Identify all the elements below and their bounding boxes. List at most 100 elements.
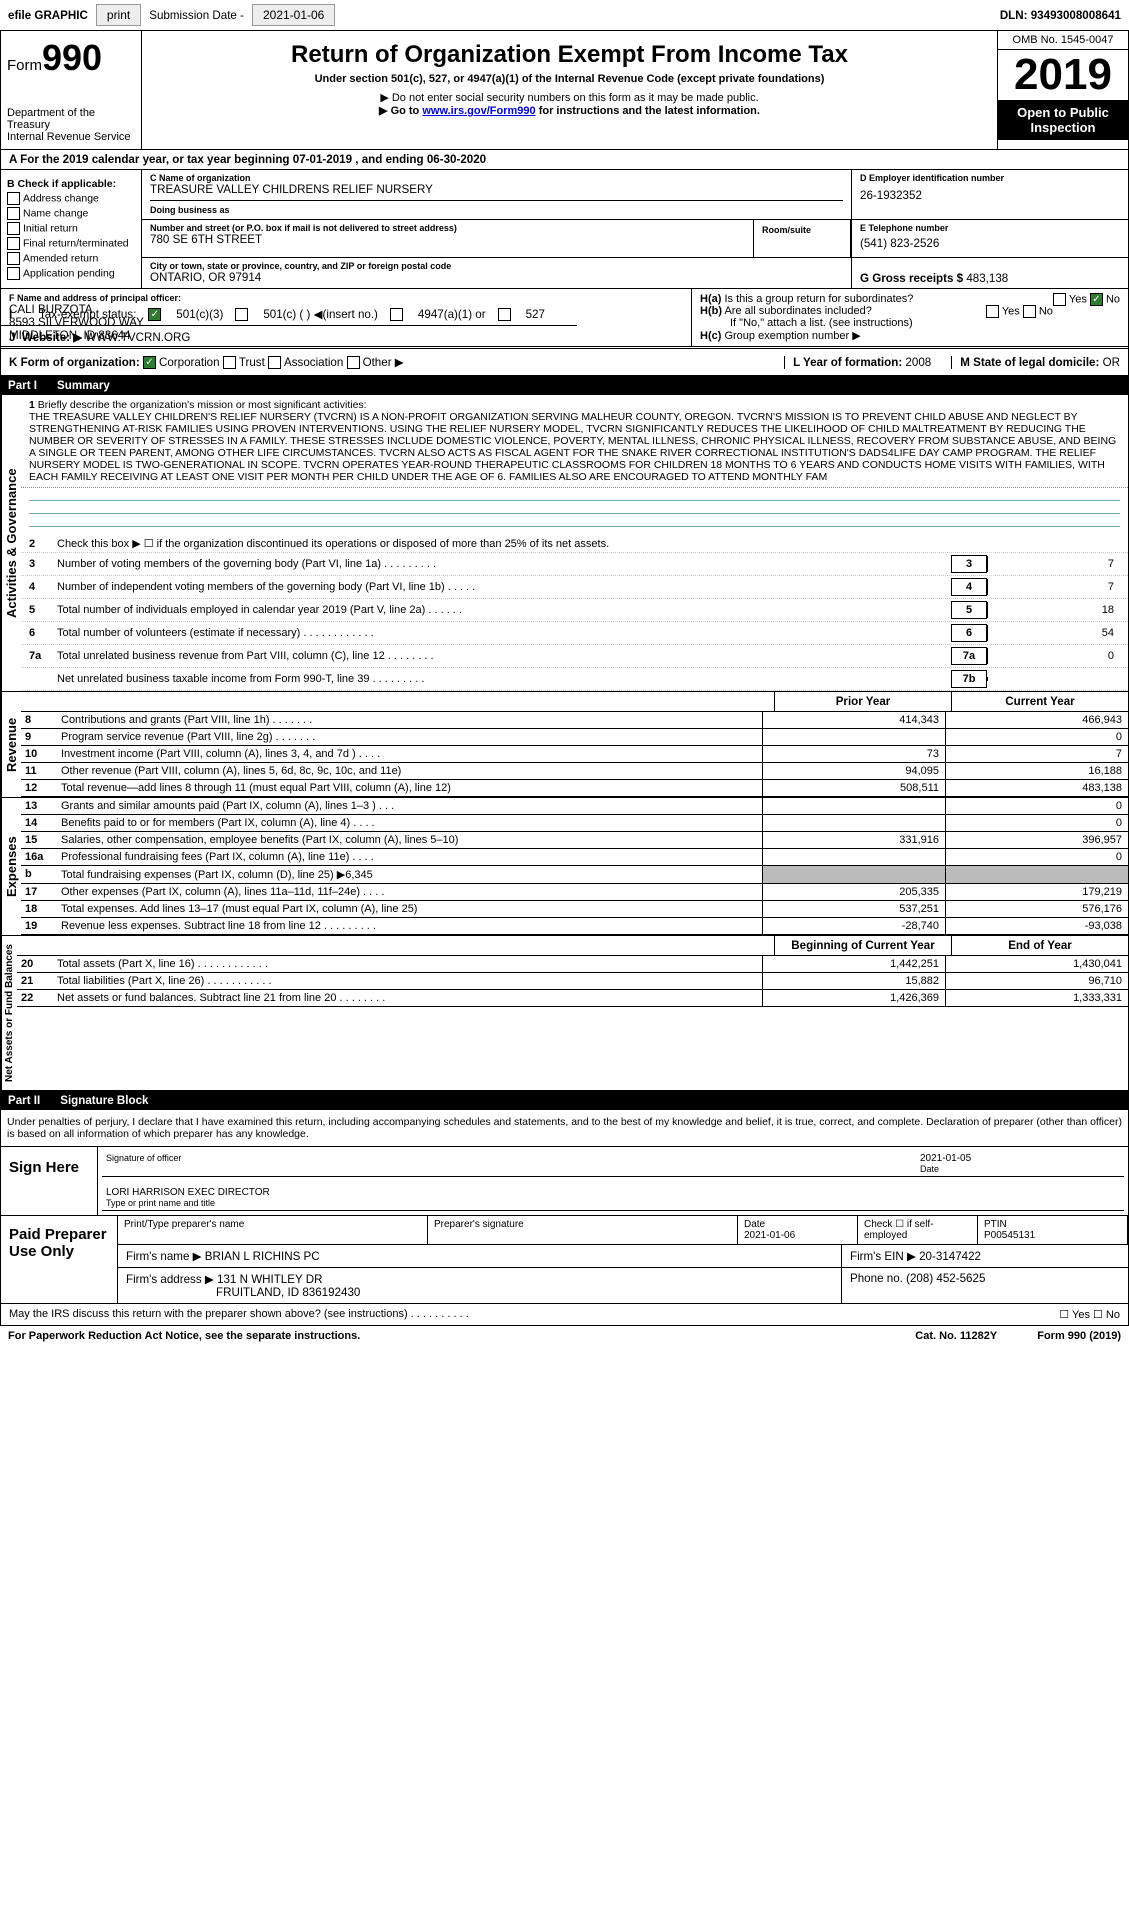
- firm-name: BRIAN L RICHINS PC: [205, 1250, 320, 1263]
- beg-year-header: Beginning of Current Year: [774, 936, 951, 955]
- room-label: Room/suite: [762, 225, 811, 235]
- final-return-checkbox[interactable]: [7, 237, 20, 250]
- k-label: K Form of organization:: [9, 356, 140, 369]
- goto-label: ▶ Go to: [379, 105, 419, 117]
- firm-city: FRUITLAND, ID 836192430: [126, 1286, 360, 1299]
- city-label: City or town, state or province, country…: [150, 261, 843, 271]
- expenses-label: Expenses: [1, 798, 21, 935]
- mission-text: THE TREASURE VALLEY CHILDREN'S RELIEF NU…: [29, 411, 1116, 483]
- city-state-zip: ONTARIO, OR 97914: [150, 271, 843, 284]
- street-address: 780 SE 6TH STREET: [150, 233, 745, 246]
- form-label: Form: [7, 57, 42, 74]
- penalty-statement: Under penalties of perjury, I declare th…: [0, 1110, 1129, 1147]
- form-title: Return of Organization Exempt From Incom…: [148, 41, 991, 69]
- initial-return-checkbox[interactable]: [7, 222, 20, 235]
- corp-checkbox[interactable]: ✓: [143, 356, 156, 369]
- revenue-label: Revenue: [1, 692, 21, 797]
- paid-preparer-label: Paid Preparer Use Only: [1, 1216, 118, 1303]
- hb-yes-checkbox[interactable]: [986, 305, 999, 318]
- app-pending-checkbox[interactable]: [7, 267, 20, 280]
- m-label: M State of legal domicile:: [960, 356, 1099, 369]
- prior-year-header: Prior Year: [774, 692, 951, 711]
- ein-value: 26-1932352: [860, 183, 1120, 208]
- year-begin: 07-01-2019: [293, 153, 352, 166]
- tax-year-row: A For the 2019 calendar year, or tax yea…: [0, 150, 1129, 170]
- dept-label: Department of the Treasury: [7, 107, 135, 131]
- ha-yes-checkbox[interactable]: [1053, 293, 1066, 306]
- year-end: 06-30-2020: [427, 153, 486, 166]
- sign-here-label: Sign Here: [1, 1147, 98, 1215]
- pra-notice: For Paperwork Reduction Act Notice, see …: [8, 1330, 360, 1342]
- activities-governance-label: Activities & Governance: [1, 395, 21, 691]
- line2-text: Check this box ▶ ☐ if the organization d…: [57, 537, 1120, 550]
- other-checkbox[interactable]: [347, 356, 360, 369]
- dln-value: DLN: 93493008008641: [1000, 9, 1121, 22]
- ssn-note: ▶ Do not enter social security numbers o…: [148, 91, 991, 104]
- mission-label: Briefly describe the organization's miss…: [38, 399, 367, 411]
- amended-checkbox[interactable]: [7, 252, 20, 265]
- ha-label: Is this a group return for subordinates?: [724, 293, 913, 305]
- dba-label: Doing business as: [150, 205, 230, 215]
- 527-checkbox[interactable]: [498, 308, 511, 321]
- i-label: Tax-exempt status:: [39, 308, 136, 321]
- inspection-label: Open to Public Inspection: [998, 100, 1128, 140]
- hb-no-checkbox[interactable]: [1023, 305, 1036, 318]
- 501c-checkbox[interactable]: [235, 308, 248, 321]
- net-assets-label: Net Assets or Fund Balances: [1, 936, 17, 1090]
- trust-checkbox[interactable]: [223, 356, 236, 369]
- address-change-checkbox[interactable]: [7, 192, 20, 205]
- gross-receipts: 483,138: [966, 272, 1008, 285]
- website-url: WWW.TVCRN.ORG: [85, 331, 190, 344]
- part2-title: Signature Block: [60, 1094, 148, 1107]
- hc-label: Group exemption number ▶: [724, 330, 860, 342]
- hb-label: Are all subordinates included?: [724, 305, 871, 317]
- end-year-header: End of Year: [951, 936, 1128, 955]
- d-ein-label: D Employer identification number: [860, 173, 1120, 183]
- print-button[interactable]: print: [96, 4, 141, 26]
- b-header: B Check if applicable:: [7, 178, 135, 190]
- section-b: B Check if applicable: Address change Na…: [1, 170, 142, 288]
- current-year-header: Current Year: [951, 692, 1128, 711]
- self-employed-check: Check ☐ if self-employed: [858, 1216, 978, 1245]
- firm-address: 131 N WHITLEY DR: [217, 1273, 322, 1286]
- part2-label: Part II: [8, 1094, 40, 1107]
- efile-label: efile GRAPHIC: [8, 9, 88, 22]
- irs-link[interactable]: www.irs.gov/Form990: [422, 105, 535, 117]
- part1-title: Summary: [57, 379, 110, 392]
- ptin-value: P00545131: [984, 1230, 1035, 1241]
- 4947-checkbox[interactable]: [390, 308, 403, 321]
- submission-date-button[interactable]: 2021-01-06: [252, 4, 335, 26]
- addr-label: Number and street (or P.O. box if mail i…: [150, 223, 745, 233]
- goto-suffix: for instructions and the latest informat…: [536, 105, 760, 117]
- hb-note: If "No," attach a list. (see instruction…: [700, 317, 1120, 329]
- sig-date-label: Date: [920, 1164, 1120, 1174]
- submission-label: Submission Date -: [149, 9, 244, 22]
- cat-no: Cat. No. 11282Y: [915, 1330, 997, 1342]
- top-bar: efile GRAPHIC print Submission Date - 20…: [0, 0, 1129, 31]
- prep-date: 2021-01-06: [744, 1230, 795, 1241]
- prep-name-header: Print/Type preparer's name: [118, 1216, 428, 1245]
- ha-no-checkbox[interactable]: ✓: [1090, 293, 1103, 306]
- c-name-label: C Name of organization: [150, 173, 843, 183]
- discuss-yn: ☐ Yes ☐ No: [1059, 1308, 1120, 1321]
- j-label: Website: ▶: [22, 331, 82, 344]
- assoc-checkbox[interactable]: [268, 356, 281, 369]
- g-label: G Gross receipts $: [860, 272, 963, 285]
- firm-phone: (208) 452-5625: [906, 1272, 985, 1285]
- e-tel-label: E Telephone number: [860, 223, 1120, 233]
- prep-sig-header: Preparer's signature: [428, 1216, 738, 1245]
- year-formation: 2008: [905, 356, 931, 369]
- part1-label: Part I: [8, 379, 37, 392]
- omb-number: OMB No. 1545-0047: [998, 31, 1128, 50]
- discuss-question: May the IRS discuss this return with the…: [9, 1308, 469, 1321]
- state-domicile: OR: [1103, 356, 1120, 369]
- sig-officer-label: Signature of officer: [106, 1153, 912, 1163]
- telephone: (541) 823-2526: [860, 233, 1120, 254]
- l-label: L Year of formation:: [793, 356, 902, 369]
- org-name: TREASURE VALLEY CHILDRENS RELIEF NURSERY: [150, 183, 843, 196]
- print-name-label: Type or print name and title: [106, 1198, 1120, 1208]
- 501c3-checkbox[interactable]: ✓: [148, 308, 161, 321]
- irs-label: Internal Revenue Service: [7, 131, 135, 143]
- form-number: 990: [42, 37, 102, 78]
- name-change-checkbox[interactable]: [7, 207, 20, 220]
